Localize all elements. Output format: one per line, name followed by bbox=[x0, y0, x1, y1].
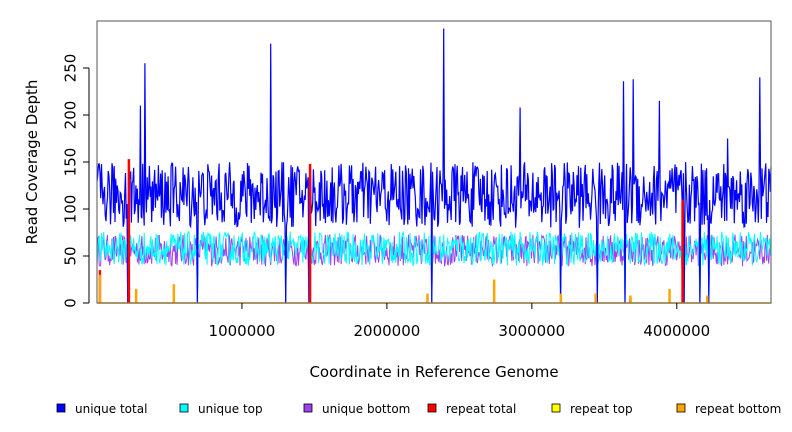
legend: unique total unique top unique bottom repea… bbox=[56, 402, 781, 416]
y-axis: 0 50 100 150 200 250 bbox=[62, 54, 90, 308]
legend-item-repeat-total: repeat total bbox=[427, 402, 516, 416]
legend-item-repeat-bottom: repeat bottom bbox=[676, 402, 781, 416]
legend-label: unique top bbox=[198, 402, 263, 416]
legend-swatch bbox=[56, 403, 66, 413]
legend-item-unique-bottom: unique bottom bbox=[303, 402, 410, 416]
plot-frame bbox=[96, 20, 772, 304]
series-line-unique-total bbox=[96, 28, 772, 304]
y-tick-label: 100 bbox=[62, 195, 80, 224]
x-tick-label: 1000000 bbox=[209, 322, 276, 340]
legend-item-unique-top: unique top bbox=[179, 402, 263, 416]
legend-swatch bbox=[676, 403, 686, 413]
y-tick-label: 150 bbox=[62, 148, 80, 177]
x-tick-label: 4000000 bbox=[643, 322, 710, 340]
plot-area bbox=[96, 28, 772, 304]
y-tick-label: 0 bbox=[62, 298, 80, 308]
legend-label: repeat total bbox=[446, 402, 516, 416]
legend-label: repeat top bbox=[570, 402, 633, 416]
legend-swatch bbox=[551, 403, 561, 413]
y-axis-label: Read Coverage Depth bbox=[23, 80, 41, 245]
x-axis: 1000000 2000000 3000000 4000000 bbox=[209, 303, 710, 340]
legend-swatch bbox=[179, 403, 189, 413]
y-tick-label: 50 bbox=[62, 246, 80, 265]
legend-item-unique-total: unique total bbox=[56, 402, 147, 416]
y-tick-label: 250 bbox=[62, 54, 80, 83]
legend-label: unique total bbox=[75, 402, 147, 416]
x-tick-label: 2000000 bbox=[353, 322, 420, 340]
legend-label: unique bottom bbox=[322, 402, 410, 416]
x-axis-label: Coordinate in Reference Genome bbox=[309, 363, 558, 381]
legend-item-repeat-top: repeat top bbox=[551, 402, 633, 416]
legend-swatch bbox=[303, 403, 313, 413]
legend-swatch bbox=[427, 403, 437, 413]
legend-label: repeat bottom bbox=[695, 402, 781, 416]
series-line-unique-top bbox=[96, 230, 772, 304]
y-tick-label: 200 bbox=[62, 101, 80, 130]
x-tick-label: 3000000 bbox=[498, 322, 565, 340]
